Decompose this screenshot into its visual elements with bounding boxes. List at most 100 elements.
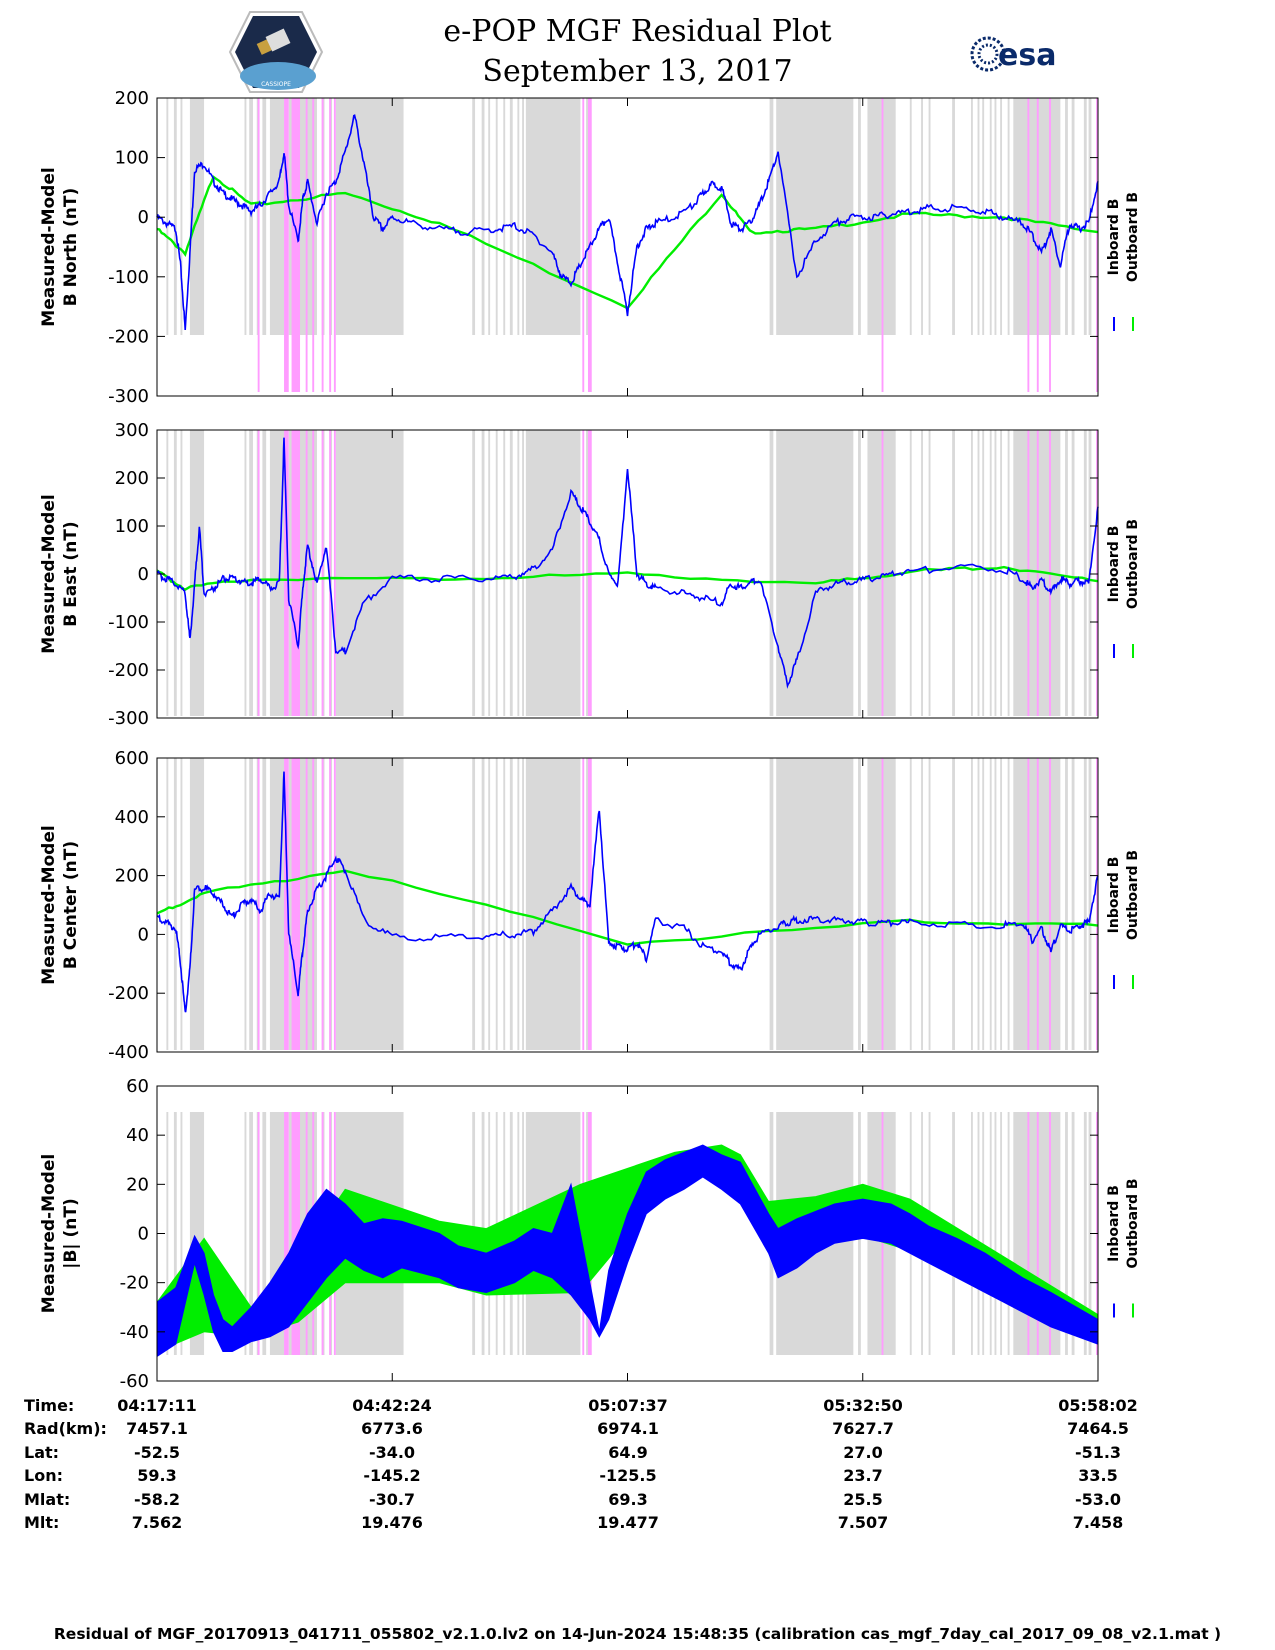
pink-band [257, 1112, 260, 1355]
pink-band [1027, 758, 1030, 1050]
row-label: Lon: [24, 1466, 63, 1486]
legend-inboard-label: Inboard B [1106, 526, 1122, 603]
gray-band [189, 430, 205, 716]
y-tick-label: -300 [108, 708, 149, 729]
pink-band [1027, 1112, 1030, 1355]
gray-band [503, 758, 506, 1050]
pink-band [291, 1112, 301, 1355]
gray-band [522, 758, 524, 1050]
pink-band [284, 430, 289, 716]
pink-band [582, 430, 585, 716]
legend-inboard-label: Inboard B [1106, 857, 1122, 934]
gray-band [525, 98, 581, 335]
gray-band [921, 758, 923, 1050]
pink-band [257, 98, 260, 392]
chart-title: e-POP MGF Residual Plot [443, 14, 832, 49]
pink-band [291, 98, 301, 392]
series-inboard-line [156, 114, 1099, 330]
gray-band [982, 758, 985, 1050]
gray-band [522, 98, 524, 335]
gray-band [249, 1112, 253, 1355]
pink-band [321, 758, 324, 1050]
gray-band [1000, 430, 1003, 716]
gray-band [970, 1112, 973, 1355]
gray-band [495, 430, 498, 716]
gray-band [776, 430, 854, 716]
gray-band [994, 1112, 997, 1355]
row-label: Mlt: [24, 1513, 60, 1532]
y-tick-label: 600 [115, 748, 149, 769]
y-axis-label: B Center (nT) [61, 841, 81, 969]
pink-band [333, 430, 336, 716]
gray-band [517, 98, 520, 335]
y-tick-label: 40 [126, 1125, 149, 1146]
pink-band [1027, 430, 1030, 716]
pink-band [333, 98, 336, 392]
panel-4: 60 40 20 0 -20 -40 -60 Measured-Model |B| (nT) In… [39, 1076, 1141, 1392]
gray-band [244, 1112, 247, 1355]
table-cell: 05:32:50 [823, 1396, 903, 1415]
y-tick-label: -20 [120, 1273, 149, 1294]
pink-band [1049, 98, 1051, 392]
gray-band [335, 98, 404, 335]
pink-band [257, 758, 260, 1050]
pink-band [1027, 98, 1030, 392]
gray-band [921, 98, 923, 335]
y-tick-label: 0 [138, 207, 149, 228]
gray-band [769, 98, 774, 335]
panel-1: 200 100 0 -100 -200 -300 Measured-Model B North… [39, 88, 1141, 407]
table-cell: -125.5 [599, 1466, 657, 1486]
y-tick-label: -200 [108, 983, 149, 1004]
gray-band [1065, 1112, 1068, 1355]
table-cell: 04:42:24 [352, 1396, 432, 1415]
cassiope-logo-text: CASSIOPE [261, 81, 291, 88]
y-axis-label: Measured-Model [39, 167, 59, 326]
table-cell: 6773.6 [361, 1419, 423, 1439]
gray-band [503, 430, 506, 716]
gray-band [1007, 1112, 1010, 1355]
pink-band [881, 98, 884, 392]
gray-band [488, 98, 491, 335]
gray-band [166, 430, 169, 716]
table-cell: 7464.5 [1067, 1419, 1129, 1439]
gray-band [269, 430, 285, 716]
legend-outboard-label: Outboard B [1125, 1178, 1141, 1268]
gray-band [244, 98, 247, 335]
gray-band [509, 758, 513, 1050]
legend-inboard-label: Inboard B [1106, 199, 1122, 276]
gray-band [1083, 1112, 1087, 1355]
pink-band [305, 758, 308, 1050]
footer-caption: Residual of MGF_20170913_041711_055802_v… [53, 1625, 1222, 1643]
table-cell: 64.9 [608, 1442, 648, 1462]
gray-band [1071, 758, 1075, 1050]
gray-band [858, 430, 861, 716]
gray-band [776, 98, 854, 335]
gray-band [1000, 1112, 1003, 1355]
y-tick-label: -200 [108, 660, 149, 681]
table-cell: 04:17:11 [117, 1396, 197, 1415]
gray-band [262, 1112, 267, 1355]
y-tick-label: 100 [115, 148, 149, 169]
y-tick-label: 60 [126, 1076, 149, 1097]
gray-band [586, 430, 588, 716]
pink-band [291, 758, 301, 1050]
pink-band [312, 758, 315, 1050]
table-cell: 19.477 [597, 1513, 659, 1532]
panel-2: 300 200 100 0 -100 -200 -300 Measured-Model B Ea… [39, 420, 1141, 729]
gray-band [1065, 758, 1068, 1050]
table-cell: -34.0 [368, 1442, 416, 1462]
y-tick-label: -60 [120, 1371, 149, 1392]
table-cell: -30.7 [368, 1489, 416, 1509]
table-cell: 23.7 [843, 1466, 883, 1486]
y-tick-label: 0 [138, 924, 149, 945]
pink-band [329, 758, 332, 1050]
y-tick-label: -100 [108, 267, 149, 288]
gray-band [189, 758, 205, 1050]
gray-band [921, 430, 923, 716]
pink-band [284, 1112, 289, 1355]
table-cell: -52.5 [133, 1442, 181, 1462]
gray-band [173, 430, 177, 716]
table-cell: 69.3 [608, 1489, 648, 1509]
y-tick-label: -100 [108, 612, 149, 633]
gray-band [952, 98, 955, 335]
